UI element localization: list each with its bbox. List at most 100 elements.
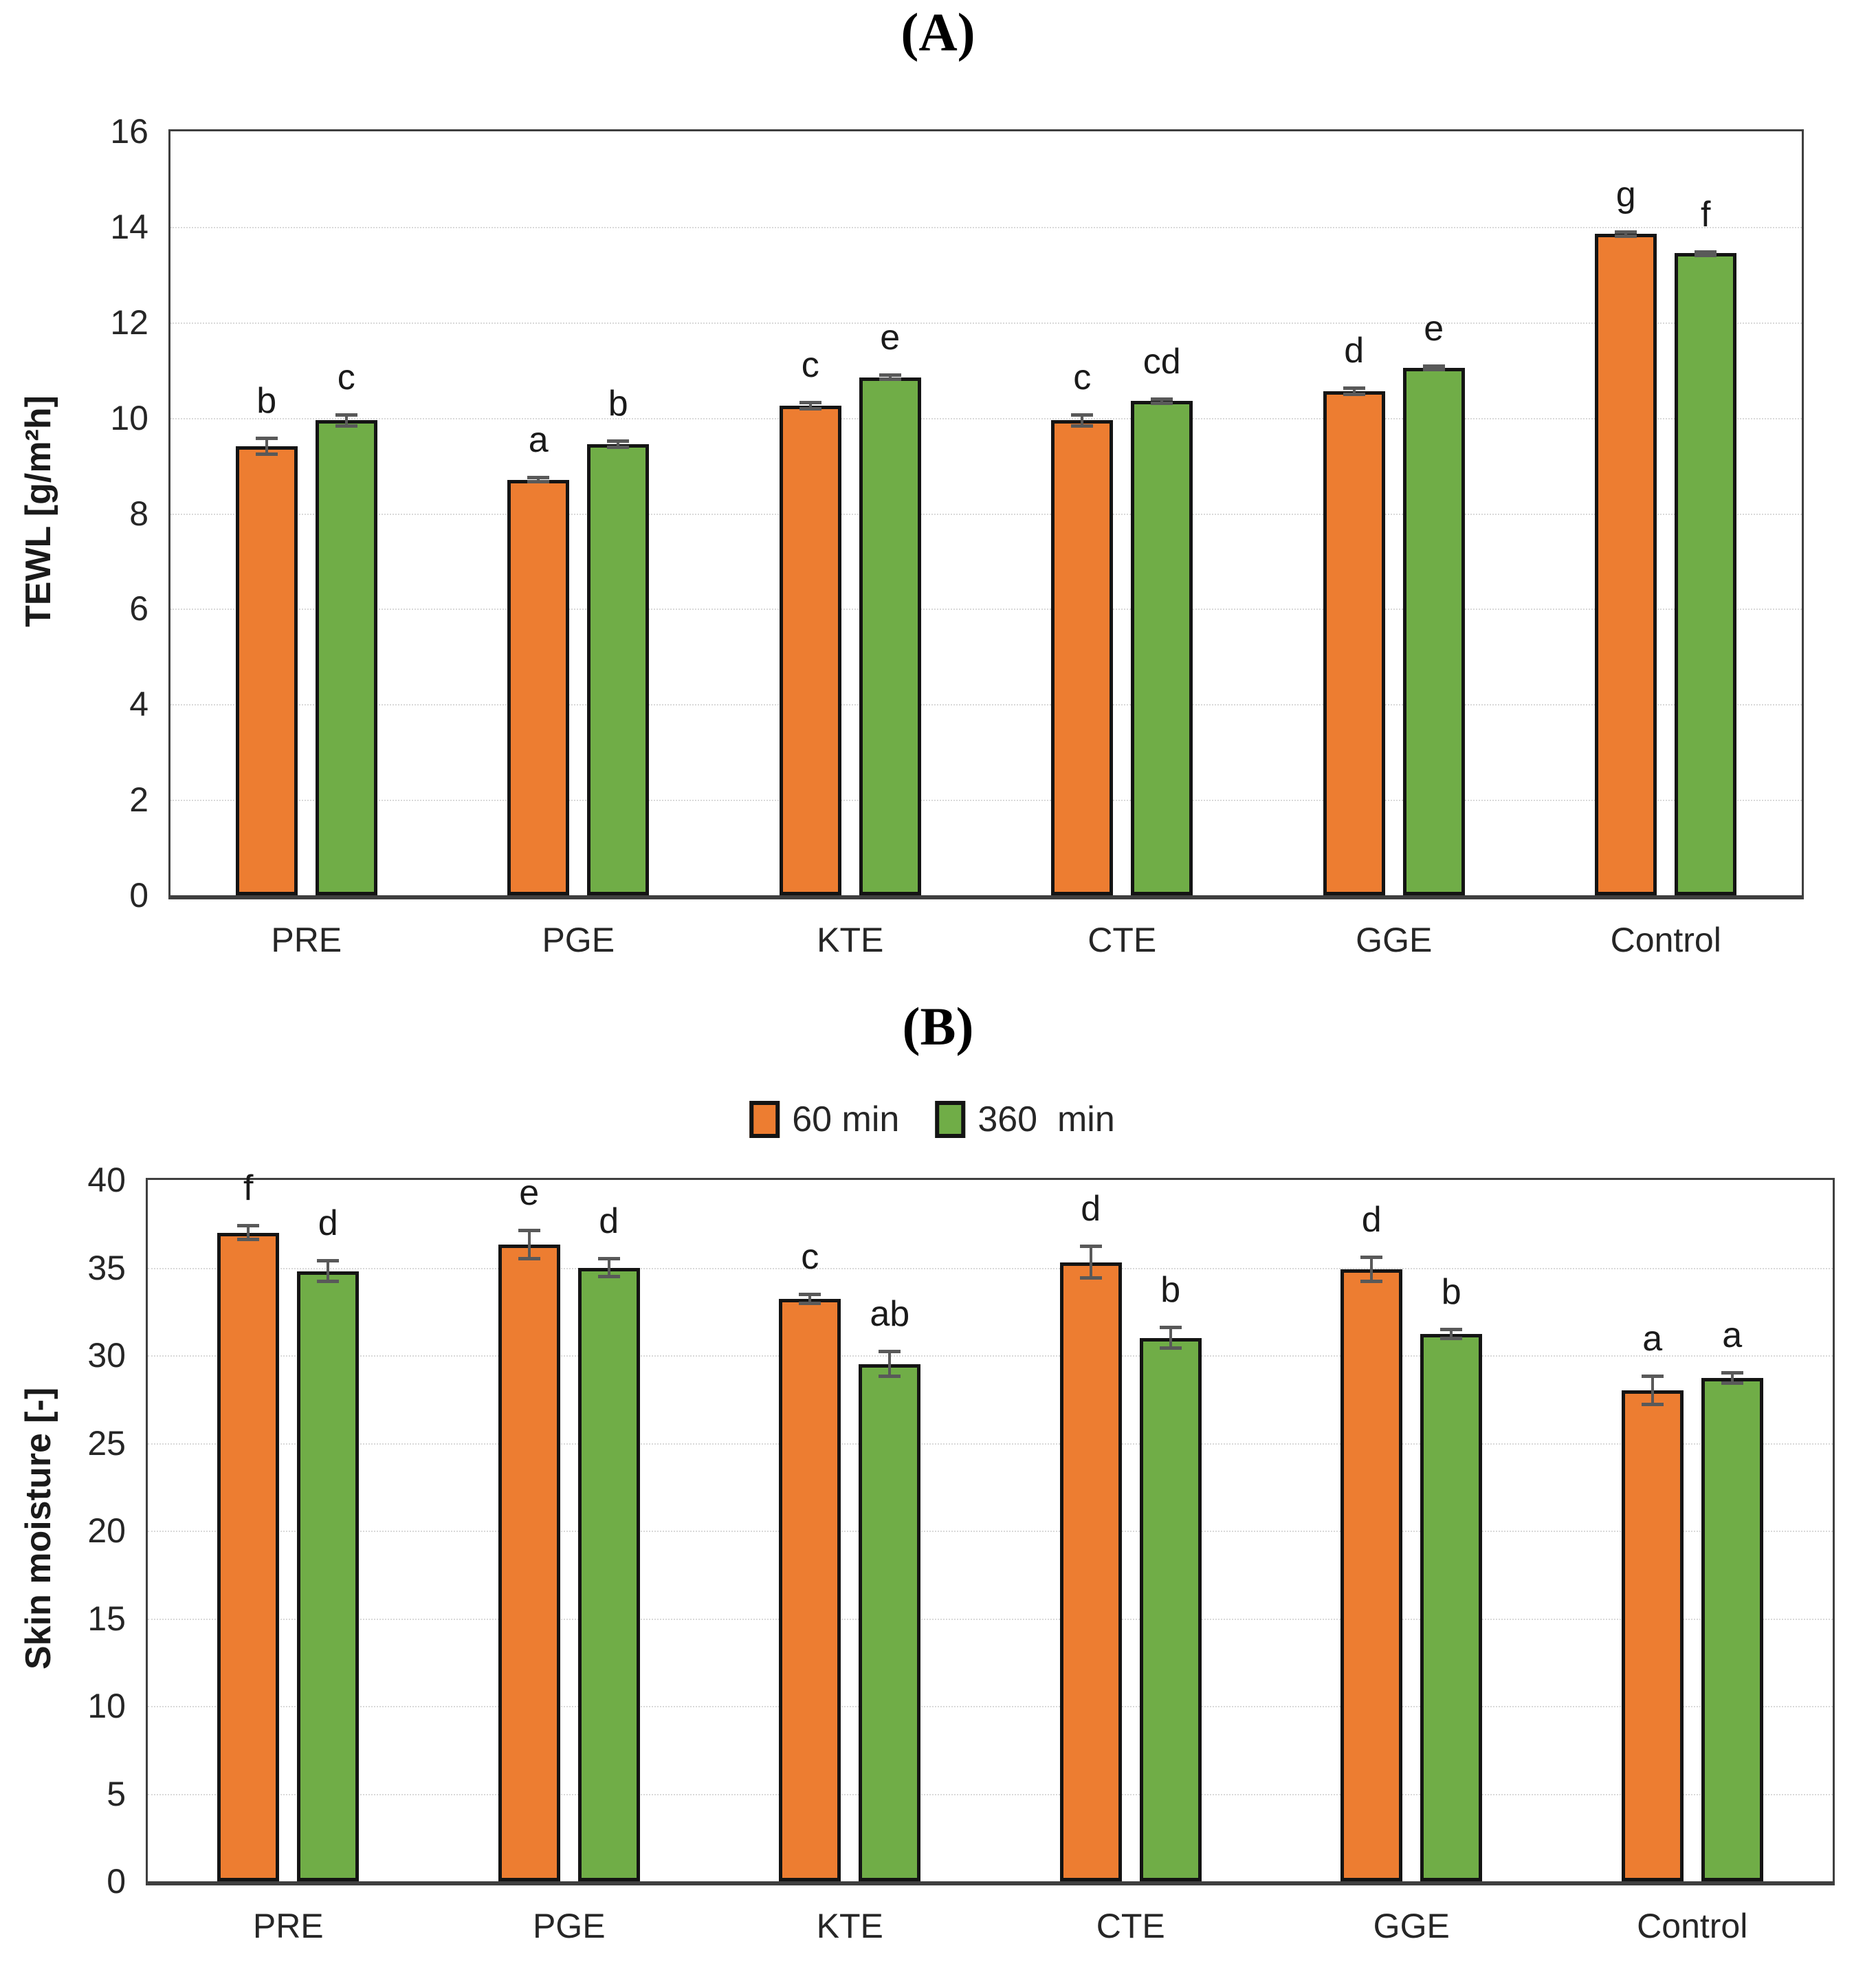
y-tick-label-30: 30 <box>87 1336 126 1375</box>
legend-item-360min: 360 min <box>935 1099 1115 1140</box>
bar-cte-360min <box>1131 401 1193 895</box>
y-tick-label-25: 25 <box>87 1423 126 1463</box>
bar-kte-360min <box>859 1364 921 1881</box>
sig-letter-gge-60min: d <box>1344 331 1365 371</box>
x-category-label-kte: KTE <box>816 1907 883 1945</box>
y-tick-label-10: 10 <box>110 398 148 437</box>
gridline-4 <box>170 704 1802 706</box>
gridline-14 <box>170 226 1802 228</box>
error-bar-kte-360min <box>879 1350 901 1379</box>
legend-a: 60 min 360 min <box>662 150 1109 191</box>
error-bar-gge-60min <box>1360 1255 1383 1284</box>
legend-label-360min: 360 min <box>971 151 1109 190</box>
sig-letter-control-60min: g <box>1615 174 1636 215</box>
y-tick-label-35: 35 <box>87 1248 126 1287</box>
legend-swatch-60min <box>662 152 693 189</box>
sig-letter-gge-60min: d <box>1361 1199 1382 1240</box>
error-bar-kte-360min <box>879 373 901 382</box>
error-bar-kte-60min <box>799 1293 821 1306</box>
sig-letter-kte-360min: ab <box>870 1294 910 1335</box>
chart-a-plot-area: 0 2 4 6 8 10 12 14 16 PRE PGE KTE CTE GGE Control b a c c d… <box>110 112 1804 959</box>
y-tick-label-40: 40 <box>87 1161 126 1199</box>
bar-gge-360min <box>1402 367 1465 895</box>
x-category-label-pge: PGE <box>532 1907 606 1945</box>
gridline-8 <box>170 513 1802 515</box>
legend-item-360min: 360 min <box>929 150 1109 191</box>
error-bar-pre-60min <box>237 1223 260 1242</box>
sig-letter-cte-60min: d <box>1081 1189 1101 1229</box>
sig-letter-kte-60min: c <box>801 1237 819 1278</box>
bar-cte-60min <box>1051 420 1114 895</box>
legend-swatch-60min <box>749 1101 780 1138</box>
y-tick-label-6: 6 <box>129 589 148 628</box>
legend-item-60min: 60 min <box>749 1099 899 1140</box>
bar-pge-60min <box>498 1245 560 1881</box>
y-tick-label-0: 0 <box>107 1862 126 1901</box>
sig-letter-pge-360min: b <box>608 383 628 424</box>
y-tick-label-15: 15 <box>87 1599 126 1638</box>
y-tick-label-8: 8 <box>129 494 148 533</box>
bar-pre-60min <box>235 446 298 895</box>
bar-pge-360min <box>587 444 650 895</box>
bar-control-60min <box>1595 234 1657 895</box>
x-category-label-pre: PRE <box>252 1907 324 1945</box>
error-bar-gge-360min <box>1440 1328 1463 1341</box>
y-tick-label-16: 16 <box>110 112 148 151</box>
gridline-5 <box>148 1793 1833 1795</box>
bar-pge-360min <box>577 1267 640 1881</box>
sig-letter-pre-60min: f <box>243 1168 254 1208</box>
error-bar-control-360min <box>1695 250 1717 257</box>
bar-gge-60min <box>1323 391 1385 895</box>
bar-control-360min <box>1701 1378 1763 1881</box>
panel-a-title: (A) <box>901 2 975 62</box>
gridline-35 <box>148 1267 1833 1269</box>
bar-kte-60min <box>779 406 841 895</box>
error-bar-cte-360min <box>1159 1325 1182 1350</box>
error-bar-pge-360min <box>607 439 630 449</box>
error-bar-control-360min <box>1721 1370 1743 1386</box>
sig-letter-control-360min: f <box>1701 194 1711 234</box>
error-bar-cte-60min <box>1071 413 1094 428</box>
gridline-15 <box>148 1618 1833 1620</box>
y-tick-label-2: 2 <box>129 780 148 820</box>
gridline-25 <box>148 1443 1833 1445</box>
gridline-10 <box>148 1706 1833 1707</box>
error-bar-pre-60min <box>255 437 278 457</box>
y-tick-label-20: 20 <box>87 1511 126 1550</box>
legend-label-360min: 360 min <box>978 1099 1115 1139</box>
bar-gge-60min <box>1340 1269 1403 1881</box>
bar-pre-360min <box>297 1271 360 1881</box>
bar-gge-360min <box>1420 1334 1483 1881</box>
sig-letter-gge-360min: b <box>1441 1272 1461 1313</box>
error-bar-pge-60min <box>518 1229 540 1261</box>
bar-control-60min <box>1621 1390 1684 1881</box>
x-category-label-pre: PRE <box>271 921 342 959</box>
error-bar-cte-360min <box>1151 397 1173 405</box>
y-tick-label-12: 12 <box>110 303 148 342</box>
sig-letter-control-360min: a <box>1722 1315 1743 1355</box>
gridline-20 <box>148 1531 1833 1532</box>
sig-letter-pre-360min: c <box>337 357 355 397</box>
gridline-2 <box>170 800 1802 802</box>
sig-letter-pge-360min: d <box>599 1201 619 1242</box>
error-bar-pge-60min <box>527 476 550 484</box>
x-category-label-gge: GGE <box>1356 921 1433 959</box>
bar-control-360min <box>1675 253 1737 895</box>
sig-letter-cte-60min: c <box>1073 357 1092 397</box>
error-bar-pre-360min <box>317 1258 340 1284</box>
sig-letter-gge-360min: e <box>1424 308 1444 349</box>
sig-letter-cte-360min: cd <box>1143 341 1181 382</box>
error-bar-kte-60min <box>799 401 821 411</box>
x-category-label-control: Control <box>1637 1907 1748 1945</box>
bar-cte-360min <box>1139 1337 1202 1881</box>
sig-letter-pge-60min: e <box>519 1173 540 1214</box>
error-bar-gge-360min <box>1422 364 1445 371</box>
bar-pre-60min <box>217 1232 280 1881</box>
error-bar-pge-360min <box>597 1257 620 1278</box>
sig-letter-pre-60min: b <box>256 381 277 422</box>
y-axis-label-tewl: TEWL [g/m²h] <box>19 395 58 627</box>
gridline-10 <box>170 417 1802 419</box>
sig-letter-cte-360min: b <box>1160 1269 1181 1310</box>
